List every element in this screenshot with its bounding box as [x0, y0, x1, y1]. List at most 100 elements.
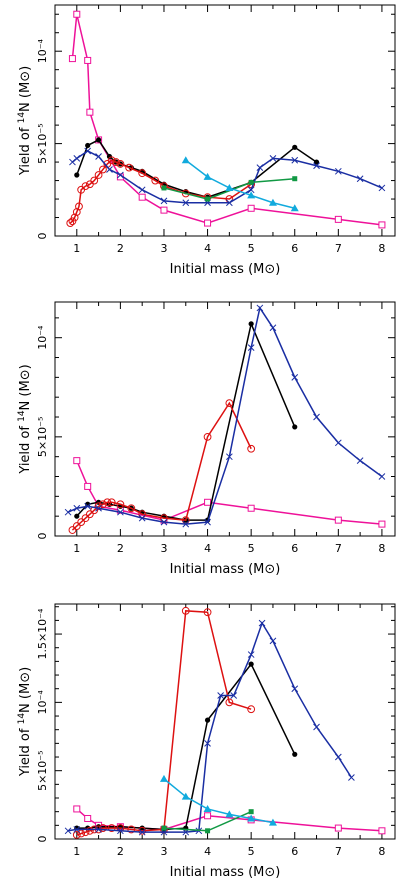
- data-point-marker: [116, 160, 125, 168]
- data-point-marker: [268, 198, 277, 206]
- data-point-marker: [268, 818, 277, 826]
- data-point-marker: [161, 185, 167, 191]
- series-1: [73, 457, 386, 528]
- data-point-marker: [94, 171, 103, 179]
- data-point-marker: [203, 608, 212, 617]
- data-point-marker: [291, 685, 299, 693]
- data-point-marker: [99, 500, 107, 509]
- data-point-marker: [84, 56, 92, 64]
- y-tick-label: 0: [36, 233, 49, 240]
- data-point-marker: [85, 826, 94, 835]
- data-point-marker: [203, 432, 212, 441]
- data-point-marker: [313, 162, 320, 170]
- chart-panel-2: 1 2 3 4 5 6 7 8 0 5×10⁻⁵ 10⁻⁴ Initial mass (M⊙) Yiel…: [17, 301, 396, 577]
- data-point-marker: [99, 165, 107, 174]
- data-point-marker: [73, 805, 81, 813]
- data-point-marker: [248, 321, 254, 327]
- data-point-marker: [160, 518, 168, 526]
- data-point-marker: [72, 208, 81, 216]
- series-line: [69, 159, 252, 224]
- data-point-marker: [94, 502, 103, 511]
- data-point-marker: [292, 751, 298, 757]
- data-point-marker: [125, 163, 134, 172]
- data-point-marker: [290, 204, 299, 212]
- data-point-marker: [248, 809, 254, 815]
- data-point-marker: [85, 142, 91, 149]
- data-point-marker: [77, 518, 86, 527]
- x-tick-label: 1: [73, 845, 80, 858]
- data-point-marker: [66, 219, 75, 227]
- x-tick-label: 5: [248, 542, 255, 555]
- series-1: [73, 805, 386, 835]
- x-tick-label: 4: [204, 542, 211, 555]
- data-point-marker: [313, 413, 320, 421]
- series-line: [67, 306, 383, 525]
- data-point-marker: [117, 508, 124, 516]
- data-point-marker: [378, 221, 386, 229]
- series-4: [64, 304, 386, 528]
- data-point-marker: [334, 439, 342, 447]
- series-line: [71, 14, 383, 226]
- data-point-marker: [247, 705, 256, 714]
- data-point-marker: [160, 206, 168, 214]
- data-point-marker: [204, 219, 212, 227]
- data-point-marker: [204, 518, 211, 526]
- y-tick-label: 5×10⁻⁵: [36, 417, 49, 457]
- data-point-marker: [334, 516, 342, 524]
- data-point-marker: [160, 197, 168, 205]
- series-line: [71, 401, 252, 531]
- x-tick-label: 8: [378, 845, 385, 858]
- data-point-marker: [225, 810, 234, 818]
- series-line: [76, 662, 296, 831]
- data-point-marker: [90, 176, 99, 185]
- data-point-marker: [72, 522, 81, 530]
- x-tick-label: 2: [117, 542, 124, 555]
- data-point-marker: [84, 502, 92, 510]
- chart-panel-1: 1 2 3 4 5 6 7 8 0 5×10⁻⁵ 10⁻⁴ Initial mass (M⊙) Yiel…: [17, 4, 396, 277]
- data-point-marker: [182, 199, 190, 207]
- series-3: [68, 399, 256, 534]
- data-point-marker: [291, 156, 299, 164]
- data-point-marker: [225, 183, 234, 191]
- data-point-marker: [73, 826, 81, 833]
- data-point-marker: [378, 184, 386, 192]
- y-tick-label: 0: [36, 836, 49, 843]
- data-point-marker: [226, 453, 233, 461]
- x-tick-label: 8: [378, 242, 385, 255]
- x-tick-label: 2: [117, 845, 124, 858]
- data-point-marker: [95, 153, 102, 160]
- series-4: [64, 619, 355, 836]
- data-point-marker: [334, 753, 342, 761]
- x-tick-label: 7: [335, 845, 342, 858]
- data-point-marker: [181, 606, 190, 615]
- series-line: [67, 621, 353, 833]
- y-tick-label: 5×10⁻⁵: [36, 750, 49, 790]
- y-tick-label: 10⁻⁴: [36, 39, 49, 64]
- data-point-marker: [248, 179, 254, 185]
- data-point-marker: [84, 815, 92, 823]
- x-tick-label: 5: [248, 845, 255, 858]
- y-axis-label: Yield of 14N (M⊙): [17, 667, 33, 777]
- plot-frame: [54, 603, 396, 840]
- data-point-marker: [313, 723, 320, 731]
- series-2: [74, 661, 298, 833]
- data-point-marker: [247, 651, 255, 658]
- data-point-marker: [85, 510, 94, 519]
- x-tick-label: 7: [335, 242, 342, 255]
- data-point-marker: [75, 202, 83, 211]
- x-tick-label: 8: [378, 542, 385, 555]
- data-point-marker: [205, 196, 211, 202]
- data-point-marker: [138, 514, 146, 522]
- data-point-marker: [269, 637, 277, 645]
- data-point-marker: [73, 10, 81, 18]
- data-point-marker: [225, 399, 234, 408]
- data-point-marker: [181, 189, 190, 198]
- data-point-marker: [247, 814, 256, 822]
- data-point-marker: [247, 204, 255, 212]
- data-point-marker: [204, 717, 211, 723]
- data-point-marker: [256, 164, 264, 171]
- y-tick-label: 1.5×10⁻⁴: [36, 608, 49, 660]
- data-point-marker: [138, 193, 146, 201]
- data-point-marker: [95, 826, 102, 833]
